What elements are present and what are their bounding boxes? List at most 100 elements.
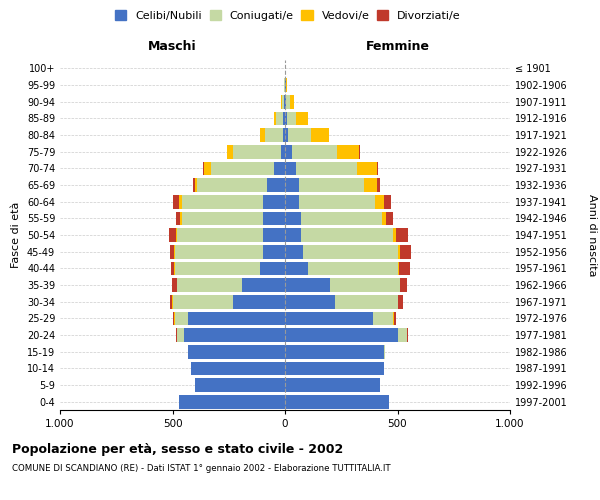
Bar [277, 112, 283, 125]
Bar [263, 228, 285, 242]
Bar [283, 112, 285, 125]
Bar [285, 78, 286, 92]
Bar [400, 278, 407, 292]
Bar [398, 262, 410, 275]
Bar [179, 195, 182, 208]
Bar [170, 295, 172, 308]
Bar [375, 195, 384, 208]
Bar [398, 245, 400, 258]
Bar [382, 212, 386, 225]
Bar [175, 312, 188, 325]
Bar [177, 278, 242, 292]
Bar [285, 212, 301, 225]
Bar [377, 178, 380, 192]
Bar [274, 162, 285, 175]
Bar [169, 228, 176, 242]
Bar [393, 228, 397, 242]
Bar [176, 212, 181, 225]
Bar [263, 212, 285, 225]
Bar [286, 95, 290, 108]
Bar [299, 178, 364, 192]
Bar [193, 178, 195, 192]
Bar [299, 195, 375, 208]
Bar [285, 145, 292, 158]
Bar [285, 262, 308, 275]
Bar [265, 128, 283, 142]
Bar [197, 178, 267, 192]
Bar [242, 278, 285, 292]
Bar [400, 245, 411, 258]
Bar [171, 262, 175, 275]
Bar [296, 112, 308, 125]
Bar [394, 312, 396, 325]
Bar [285, 162, 296, 175]
Bar [285, 362, 384, 375]
Bar [195, 178, 197, 192]
Bar [398, 295, 403, 308]
Text: Femmine: Femmine [365, 40, 430, 54]
Bar [227, 145, 233, 158]
Bar [301, 212, 382, 225]
Bar [195, 378, 285, 392]
Bar [260, 262, 285, 275]
Bar [285, 345, 384, 358]
Bar [337, 145, 359, 158]
Bar [335, 295, 398, 308]
Bar [303, 245, 398, 258]
Bar [308, 262, 398, 275]
Bar [260, 128, 265, 142]
Bar [182, 195, 263, 208]
Bar [286, 78, 287, 92]
Text: Popolazione per età, sesso e stato civile - 2002: Popolazione per età, sesso e stato civil… [12, 442, 343, 456]
Bar [285, 178, 299, 192]
Bar [359, 145, 361, 158]
Y-axis label: Fasce di età: Fasce di età [11, 202, 21, 268]
Bar [397, 228, 407, 242]
Bar [170, 245, 174, 258]
Bar [398, 328, 407, 342]
Text: Maschi: Maschi [148, 40, 197, 54]
Bar [173, 195, 179, 208]
Bar [364, 178, 377, 192]
Bar [181, 212, 182, 225]
Bar [284, 95, 285, 108]
Bar [172, 278, 176, 292]
Bar [386, 212, 393, 225]
Bar [211, 162, 274, 175]
Bar [188, 312, 285, 325]
Bar [176, 228, 177, 242]
Bar [191, 362, 285, 375]
Bar [173, 312, 175, 325]
Bar [311, 128, 329, 142]
Bar [287, 112, 296, 125]
Bar [179, 395, 285, 408]
Bar [274, 112, 277, 125]
Bar [285, 278, 330, 292]
Bar [292, 145, 337, 158]
Bar [285, 228, 301, 242]
Bar [263, 245, 285, 258]
Bar [285, 245, 303, 258]
Bar [301, 228, 393, 242]
Bar [296, 162, 357, 175]
Bar [282, 95, 284, 108]
Bar [285, 295, 335, 308]
Bar [377, 162, 379, 175]
Bar [285, 312, 373, 325]
Bar [285, 328, 398, 342]
Bar [285, 128, 289, 142]
Bar [184, 328, 285, 342]
Bar [203, 162, 204, 175]
Bar [281, 95, 282, 108]
Bar [182, 212, 263, 225]
Bar [285, 95, 286, 108]
Bar [233, 145, 281, 158]
Bar [174, 245, 175, 258]
Bar [289, 128, 311, 142]
Bar [175, 245, 263, 258]
Bar [285, 378, 380, 392]
Bar [267, 178, 285, 192]
Bar [393, 312, 394, 325]
Text: COMUNE DI SCANDIANO (RE) - Dati ISTAT 1° gennaio 2002 - Elaborazione TUTTITALIA.: COMUNE DI SCANDIANO (RE) - Dati ISTAT 1°… [12, 464, 391, 473]
Bar [175, 262, 260, 275]
